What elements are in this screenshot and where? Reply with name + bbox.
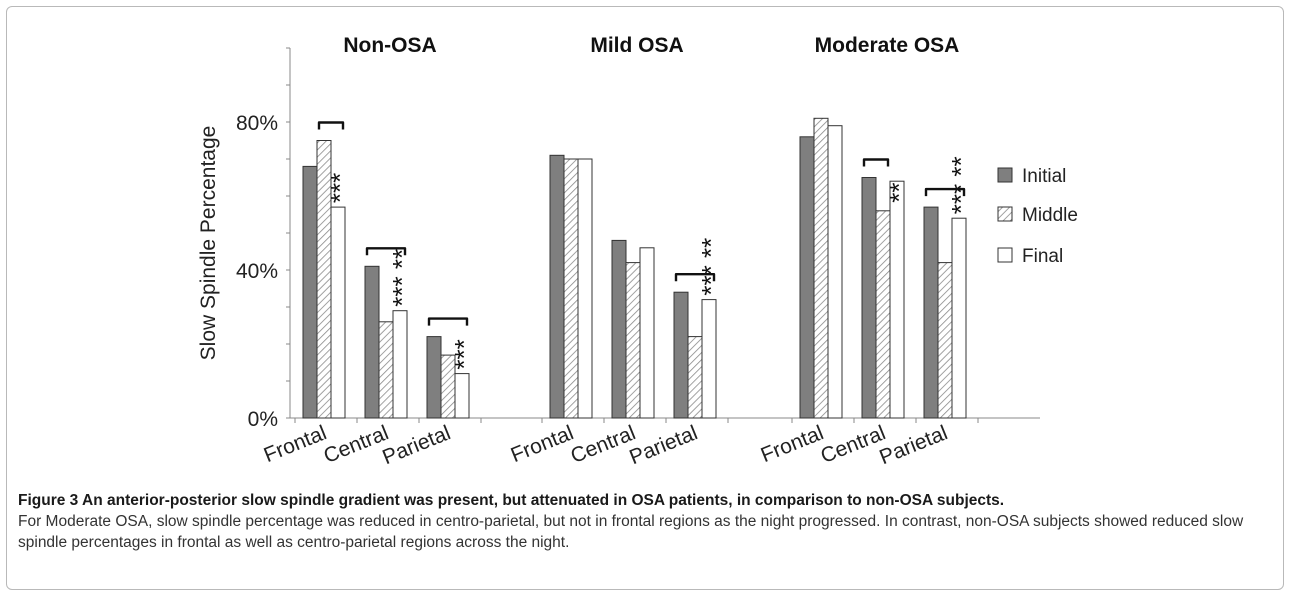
bar (563, 158, 579, 419)
significance-stars: *** ** (946, 156, 976, 214)
figure-caption-body: For Moderate OSA, slow spindle percentag… (18, 513, 1244, 551)
bar (549, 154, 565, 419)
x-category-label: Parietal (626, 421, 701, 469)
legend-label: Middle (1022, 205, 1078, 226)
bar (302, 165, 318, 419)
x-category-label: Central (320, 421, 391, 468)
bar (861, 177, 877, 419)
bar (951, 217, 967, 419)
bar (923, 206, 939, 419)
x-category-label: Central (817, 421, 888, 468)
bar (364, 265, 380, 419)
x-category-label: Frontal (508, 421, 577, 467)
bar (639, 247, 655, 419)
bar (687, 336, 703, 419)
y-tick-label: 80% (236, 112, 278, 135)
bar (827, 125, 843, 419)
x-category-label: Central (567, 421, 638, 468)
chart-axes: 0% 40% 80% Slow Spindle Percentage (197, 47, 1040, 431)
y-tick-label: 0% (248, 408, 278, 431)
group-title: Moderate OSA (815, 34, 960, 57)
bar (673, 291, 689, 419)
significance-bracket (365, 247, 407, 256)
bar (937, 262, 953, 419)
significance-stars: *** (325, 173, 355, 203)
significance-bracket (674, 273, 716, 282)
figure-caption: Figure 3 An anterior-posterior slow spin… (18, 490, 1274, 553)
legend-swatch (997, 206, 1013, 222)
chart-legend: Initial Middle Final (997, 166, 1078, 267)
bar (799, 136, 815, 419)
bar (611, 239, 627, 419)
y-axis-label: Slow Spindle Percentage (197, 126, 220, 361)
significance-bracket (924, 187, 966, 197)
bar (813, 117, 829, 419)
bar (330, 206, 346, 419)
bar (577, 158, 593, 419)
legend-swatch (997, 167, 1013, 183)
chart-bars (302, 117, 967, 419)
bar (889, 180, 905, 419)
x-category-label: Parietal (379, 421, 454, 469)
legend-label: Final (1022, 246, 1063, 267)
figure-caption-title: Figure 3 An anterior-posterior slow spin… (18, 492, 1005, 509)
significance-bracket (427, 317, 469, 326)
legend-label: Initial (1022, 166, 1066, 187)
bar (378, 321, 394, 419)
significance-stars: *** ** (696, 238, 726, 296)
bar (875, 210, 891, 419)
significance-bracket (862, 158, 890, 167)
significance-stars: ** (884, 183, 914, 203)
x-category-label: Parietal (876, 421, 951, 469)
significance-bracket (317, 121, 345, 130)
bar (701, 299, 717, 419)
group-title: Non-OSA (343, 34, 436, 57)
bar (454, 373, 470, 419)
significance-stars: *** ** (387, 249, 417, 307)
y-tick-label: 40% (236, 260, 278, 283)
x-category-label: Frontal (758, 421, 827, 467)
figure-frame (6, 6, 1284, 590)
bar (392, 310, 408, 419)
bar-chart: 0% 40% 80% Slow Spindle Percentage Non-OSA F… (197, 34, 1078, 469)
group-title: Mild OSA (590, 34, 683, 57)
bar (426, 336, 442, 419)
legend-swatch (997, 247, 1013, 263)
bar (625, 262, 641, 419)
significance-stars: *** (449, 339, 479, 369)
